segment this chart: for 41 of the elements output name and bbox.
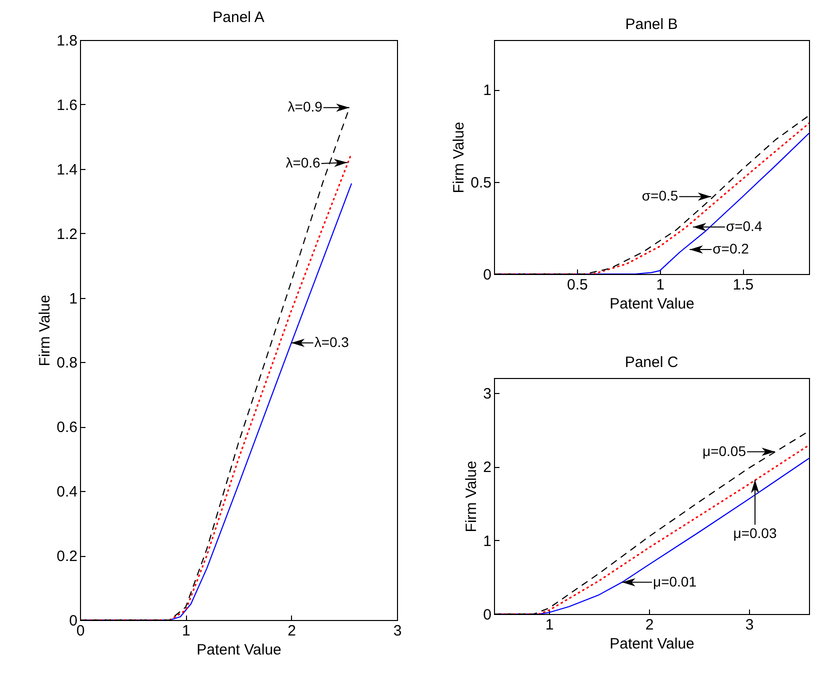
y-tick-label: 1 <box>483 82 492 100</box>
y-tick-label: 1 <box>483 532 492 550</box>
y-tick-label: 1.8 <box>56 32 78 50</box>
y-tick-label: 3 <box>483 385 492 402</box>
annotation: λ=0.9 <box>288 98 323 115</box>
y-tick-label: 1.6 <box>56 96 78 114</box>
y-axis-title: Firm Value <box>450 122 468 194</box>
y-axis-title: Firm Value <box>463 460 480 532</box>
x-axis-title: Patent Value <box>610 636 694 652</box>
y-tick-label: 0.4 <box>56 484 78 501</box>
chart-title: Panel B <box>625 16 678 33</box>
y-tick-label: 0.8 <box>56 354 78 372</box>
x-tick-label: 1 <box>182 622 190 640</box>
y-tick-label: 1.2 <box>56 226 78 243</box>
x-tick-label: 3 <box>745 616 754 634</box>
x-tick-label: 2 <box>288 622 296 640</box>
y-tick-label: 1 <box>69 290 78 308</box>
y-tick-label: 0.6 <box>56 419 78 436</box>
annotation: μ=0.05 <box>702 442 746 459</box>
y-tick-label: 2 <box>483 459 492 476</box>
x-tick-label: 3 <box>393 622 402 640</box>
y-tick-label: 0.2 <box>56 548 78 566</box>
x-tick-label: 0.5 <box>566 276 588 294</box>
x-tick-label: 2 <box>645 616 654 634</box>
x-tick-label: 1 <box>656 276 664 294</box>
x-axis-title: Patent Value <box>196 642 282 658</box>
x-tick-label: 1.5 <box>732 276 754 294</box>
annotation: σ=0.4 <box>726 218 762 234</box>
x-tick-label: 1 <box>545 616 554 634</box>
chart-title: Panel A <box>212 9 264 26</box>
annotation: μ=0.01 <box>653 573 697 590</box>
y-axis-title: Firm Value <box>36 294 54 366</box>
y-tick-label: 0.5 <box>470 174 492 192</box>
annotation: σ=0.5 <box>642 188 678 204</box>
chart-title: Panel C <box>624 354 678 371</box>
annotation: σ=0.2 <box>712 240 750 256</box>
x-axis-title: Patent Value <box>610 296 694 312</box>
y-tick-label: 1.4 <box>56 161 78 178</box>
annotation: μ=0.03 <box>733 524 777 541</box>
annotation: λ=0.3 <box>314 334 350 350</box>
annotation: λ=0.6 <box>286 154 321 170</box>
